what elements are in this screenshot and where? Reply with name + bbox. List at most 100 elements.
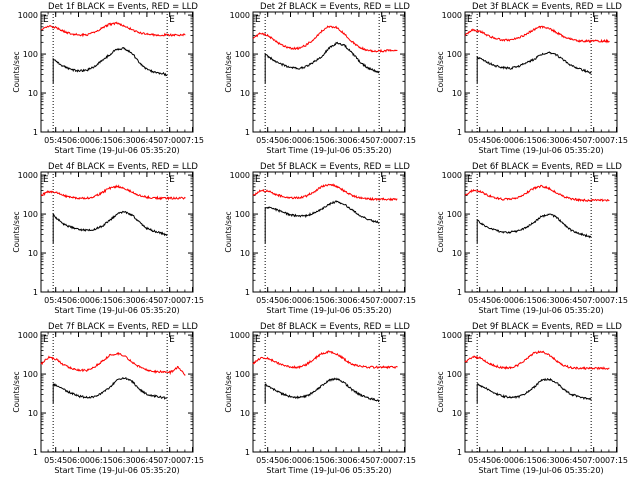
xtick-label: 06:00: [67, 456, 90, 465]
edge-marker-left: E: [255, 15, 261, 25]
lld-series-line: [40, 21, 186, 38]
edge-marker-right: E: [381, 15, 387, 25]
xtick-label: 05:45: [44, 296, 67, 305]
ytick-label: 100: [447, 50, 462, 59]
edge-marker-right: E: [169, 175, 175, 185]
panel-title: Det 5f BLACK = Events, RED = LLD: [260, 162, 410, 172]
xtick-label: 05:45: [256, 456, 279, 465]
edge-marker-left: E: [467, 175, 473, 185]
panel-det-3: Det 3f BLACK = Events, RED = LLD 1 10 100 10…: [436, 2, 628, 155]
xtick-label: 07:00: [158, 296, 181, 305]
plot-frame: [464, 11, 618, 133]
panel-title: Det 3f BLACK = Events, RED = LLD: [472, 2, 622, 12]
xtick-label: 07:15: [605, 296, 628, 305]
xtick-label: 06:45: [347, 456, 370, 465]
ytick-label: 100: [235, 370, 250, 379]
xtick-label: 06:30: [113, 296, 136, 305]
ytick-label: 100: [23, 370, 38, 379]
plot-frame: [252, 331, 406, 453]
events-series-line: [52, 47, 168, 84]
plot-frame: [40, 11, 194, 133]
events-series-line: [264, 41, 380, 84]
ytick-label: 1000: [18, 331, 38, 340]
ytick-label: 100: [23, 210, 38, 219]
ytick-label: 10: [240, 409, 250, 418]
xtick-label: 07:00: [370, 296, 393, 305]
xtick-label: 07:00: [158, 456, 181, 465]
plot-frame: [252, 171, 406, 293]
xtick-label: 06:30: [325, 136, 348, 145]
edge-marker-left: E: [255, 175, 261, 185]
panel-det-2: Det 2f BLACK = Events, RED = LLD 1 10 100 10…: [224, 2, 416, 155]
xtick-label: 06:30: [325, 296, 348, 305]
xtick-label: 07:15: [181, 296, 204, 305]
xtick-label: 06:30: [113, 456, 136, 465]
panel-title: Det 7f BLACK = Events, RED = LLD: [48, 322, 198, 332]
xtick-label: 06:30: [113, 136, 136, 145]
plot-frame: [252, 11, 406, 133]
xtick-label: 07:15: [393, 136, 416, 145]
ytick-label: 1: [457, 448, 462, 457]
y-axis-title: Counts/sec: [12, 211, 21, 252]
xtick-label: 07:00: [582, 136, 605, 145]
xtick-label: 06:00: [67, 296, 90, 305]
edge-marker-right: E: [169, 15, 175, 25]
events-series-line: [476, 213, 592, 244]
xtick-label: 06:00: [279, 296, 302, 305]
xtick-label: 06:30: [537, 296, 560, 305]
x-axis-title: Start Time (19-Jul-06 05:35:20): [54, 146, 179, 155]
y-axis-title: Counts/sec: [224, 51, 233, 92]
ytick-label: 1: [33, 448, 38, 457]
ytick-label: 1: [33, 128, 38, 137]
ytick-label: 10: [28, 89, 38, 98]
events-series-line: [264, 377, 380, 404]
xtick-label: 06:45: [347, 136, 370, 145]
lld-series-line: [40, 184, 186, 201]
xtick-label: 07:00: [582, 456, 605, 465]
xtick-label: 06:00: [279, 456, 302, 465]
xtick-label: 06:00: [491, 456, 514, 465]
xtick-label: 07:15: [393, 296, 416, 305]
ytick-label: 1: [245, 448, 250, 457]
xtick-label: 06:15: [90, 136, 113, 145]
xtick-label: 06:15: [514, 456, 537, 465]
ytick-label: 1000: [18, 11, 38, 20]
lld-series-line: [252, 183, 398, 202]
ytick-label: 1: [457, 288, 462, 297]
panel-det-6: Det 6f BLACK = Events, RED = LLD 1 10 100 10…: [436, 162, 628, 315]
ytick-label: 10: [240, 89, 250, 98]
plot-frame: [40, 331, 194, 453]
xtick-label: 06:45: [559, 456, 582, 465]
ytick-label: 100: [23, 50, 38, 59]
xtick-label: 06:00: [491, 136, 514, 145]
plot-frame: [40, 171, 194, 293]
lld-series-line: [464, 350, 610, 371]
edge-marker-right: E: [169, 335, 175, 345]
ytick-label: 1: [33, 288, 38, 297]
xtick-label: 06:45: [559, 136, 582, 145]
lld-series-line: [464, 25, 610, 44]
xtick-label: 06:15: [302, 296, 325, 305]
edge-marker-right: E: [593, 15, 599, 25]
ytick-label: 1000: [18, 171, 38, 180]
lld-series-line: [40, 351, 186, 376]
edge-marker-right: E: [381, 335, 387, 345]
ytick-label: 1000: [230, 11, 250, 20]
events-series-line: [476, 377, 592, 404]
xtick-label: 06:30: [537, 136, 560, 145]
xtick-label: 07:15: [605, 136, 628, 145]
panel-title: Det 8f BLACK = Events, RED = LLD: [260, 322, 410, 332]
panel-title: Det 4f BLACK = Events, RED = LLD: [48, 162, 198, 172]
xtick-label: 06:15: [302, 456, 325, 465]
panel-det-1: Det 1f BLACK = Events, RED = LLD 1 10 100 10…: [12, 2, 204, 155]
panel-title: Det 2f BLACK = Events, RED = LLD: [260, 2, 410, 12]
xtick-label: 06:45: [347, 296, 370, 305]
xtick-label: 06:15: [302, 136, 325, 145]
events-series-line: [52, 210, 168, 244]
y-axis-title: Counts/sec: [436, 371, 445, 412]
panel-det-8: Det 8f BLACK = Events, RED = LLD 1 10 100 10…: [224, 322, 416, 475]
xtick-label: 07:15: [393, 456, 416, 465]
lld-series-line: [252, 25, 398, 53]
xtick-label: 07:00: [370, 456, 393, 465]
